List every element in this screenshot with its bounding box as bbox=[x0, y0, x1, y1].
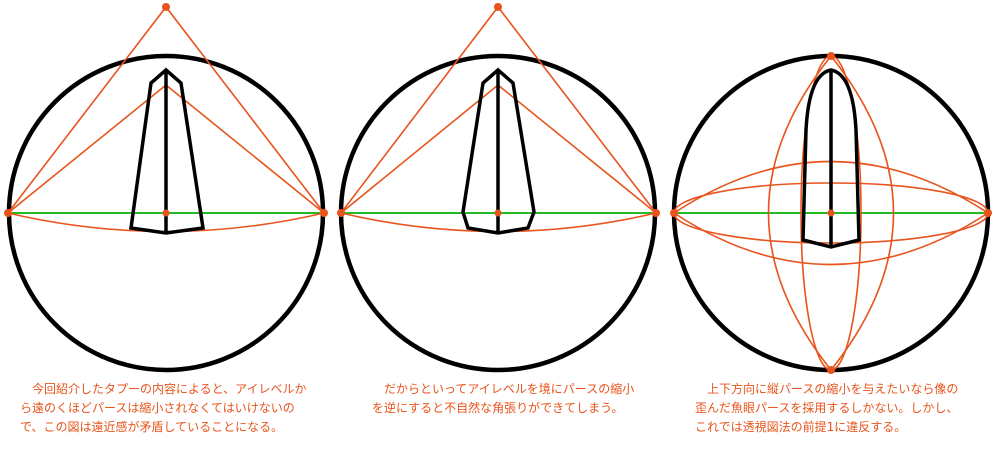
diagram-1 bbox=[4, 3, 328, 373]
diagram-1-center-point bbox=[162, 209, 170, 217]
caption-3-line-3: これでは透視図法の前提1に違反する。 bbox=[695, 420, 907, 434]
diagram-1-left-diagonal bbox=[7, 84, 167, 214]
diagram-3-pillar bbox=[801, 68, 861, 249]
diagram-2-right-point bbox=[652, 209, 660, 217]
caption-1: 今回紹介したタプーの内容によると、アイレベルか ら遠のくほどパースは縮小されなく… bbox=[20, 380, 307, 437]
diagram-2-left-diagonal bbox=[340, 84, 499, 214]
diagram-3 bbox=[670, 52, 992, 374]
diagram-2-left-point bbox=[337, 209, 345, 217]
diagram-2-vanishing-point bbox=[494, 3, 502, 11]
diagram-2-center-point bbox=[494, 209, 502, 217]
diagram-3-center-point bbox=[827, 209, 835, 217]
diagram-3-right-point bbox=[984, 209, 992, 217]
caption-2-line-2: を逆にすると不自然な角張りができてしまう。 bbox=[372, 401, 624, 415]
diagram-3-right-arc bbox=[830, 55, 895, 371]
caption-3-line-1: 上下方向に縦パースの縮小を与えたいなら像の bbox=[695, 382, 959, 396]
diagram-2 bbox=[337, 3, 660, 373]
diagram-2-right-diagonal bbox=[497, 84, 657, 214]
diagram-1-left-point bbox=[4, 209, 12, 217]
caption-1-line-1: 今回紹介したタプーの内容によると、アイレベルか bbox=[20, 382, 307, 396]
caption-1-line-2: ら遠のくほどパースは縮小されなくてはいけないの bbox=[20, 401, 295, 415]
caption-3: 上下方向に縦パースの縮小を与えたいなら像の 歪んだ魚眼パースを採用するしかない。… bbox=[695, 380, 958, 437]
caption-2-line-1: だからといってアイレベルを境にパースの縮小 bbox=[372, 382, 635, 396]
caption-2: だからといってアイレベルを境にパースの縮小 を逆にすると不自然な角張りができてし… bbox=[372, 380, 634, 418]
diagram-3-top-point bbox=[827, 52, 835, 60]
diagram-1-right-diagonal bbox=[165, 84, 325, 214]
diagram-3-lower-arc bbox=[673, 212, 989, 266]
caption-3-line-2: 歪んだ魚眼パースを採用するしかない。しかし、 bbox=[695, 401, 959, 415]
diagram-3-left-point bbox=[670, 209, 678, 217]
diagram-2-pillar bbox=[461, 67, 536, 235]
diagram-1-right-point bbox=[320, 209, 328, 217]
diagram-3-left-arc bbox=[767, 55, 832, 371]
diagram-1-vanishing-point bbox=[162, 3, 170, 11]
caption-1-line-3: で、この図は遠近感が矛盾していることになる。 bbox=[20, 420, 284, 434]
diagram-3-bottom-point bbox=[827, 366, 835, 374]
diagram-1-pillar bbox=[129, 67, 205, 235]
